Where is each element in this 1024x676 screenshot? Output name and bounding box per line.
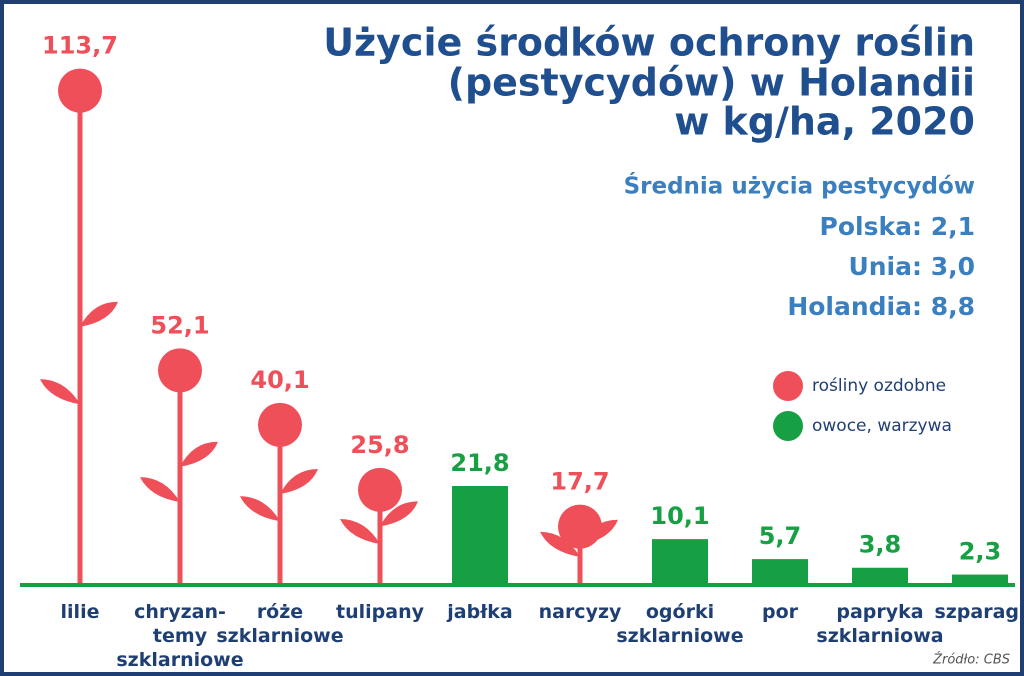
value-label: 40,1	[250, 366, 309, 394]
legend-marker	[773, 411, 803, 441]
flower	[540, 504, 618, 585]
flower-leaf	[240, 468, 318, 522]
flower	[40, 68, 118, 585]
x-tick-label: szparagi	[934, 601, 1024, 623]
flower	[240, 402, 318, 585]
average-label: Holandia:	[787, 292, 922, 321]
x-tick-label: lilie	[61, 601, 100, 623]
average-value: 3,0	[931, 252, 975, 281]
x-tick-label: róże szklarniowe	[216, 601, 343, 647]
legend-label: rośliny ozdobne	[812, 376, 946, 396]
x-tick-label: chryzan-temy szklarniowe	[116, 601, 243, 671]
average-label: Unia:	[848, 252, 922, 281]
value-label: 113,7	[42, 32, 118, 60]
source: Źródło: CBS	[932, 652, 1010, 668]
legend-marker	[773, 371, 803, 401]
flower-leaf	[140, 441, 218, 503]
average-value: 8,8	[931, 292, 975, 321]
flower-leaf	[340, 501, 418, 544]
subtitle: Średnia użycia pestycydów	[624, 172, 975, 200]
value-label: 52,1	[150, 311, 209, 339]
x-tick-label: por	[762, 601, 799, 623]
chart-title: w kg/ha, 2020	[674, 100, 975, 144]
flower-head	[158, 348, 202, 393]
value-label: 10,1	[650, 502, 709, 530]
x-tick-label: ogórki szklarniowe	[616, 601, 743, 647]
bar	[852, 567, 908, 585]
average-label: Polska:	[820, 212, 922, 241]
flower-head	[358, 467, 402, 512]
x-tick-label: tulipany	[336, 601, 425, 623]
value-label: 3,8	[859, 531, 902, 559]
flower-leaf	[40, 301, 118, 405]
value-label: 5,7	[759, 522, 802, 550]
x-tick-label: papryka szklarniowa	[816, 601, 943, 647]
average-value: 2,1	[931, 212, 975, 241]
bar	[952, 574, 1008, 585]
bar	[452, 485, 508, 585]
chart-title: Użycie środków ochrony roślin	[323, 21, 975, 65]
legend-label: owoce, warzywa	[812, 416, 952, 436]
flower-head	[558, 504, 602, 549]
chart-title: (pestycydów) w Holandii	[448, 61, 975, 105]
flower-head	[258, 402, 302, 447]
value-label: 21,8	[450, 449, 509, 477]
x-tick-label: jabłka	[446, 601, 512, 623]
value-label: 2,3	[959, 538, 1002, 566]
value-label: 17,7	[550, 468, 609, 496]
flower	[140, 348, 218, 585]
flower-head	[58, 68, 102, 113]
bar	[652, 539, 708, 585]
x-tick-label: narcyzy	[539, 601, 622, 623]
flower	[340, 467, 418, 585]
value-label: 25,8	[350, 431, 409, 459]
bar	[752, 559, 808, 585]
